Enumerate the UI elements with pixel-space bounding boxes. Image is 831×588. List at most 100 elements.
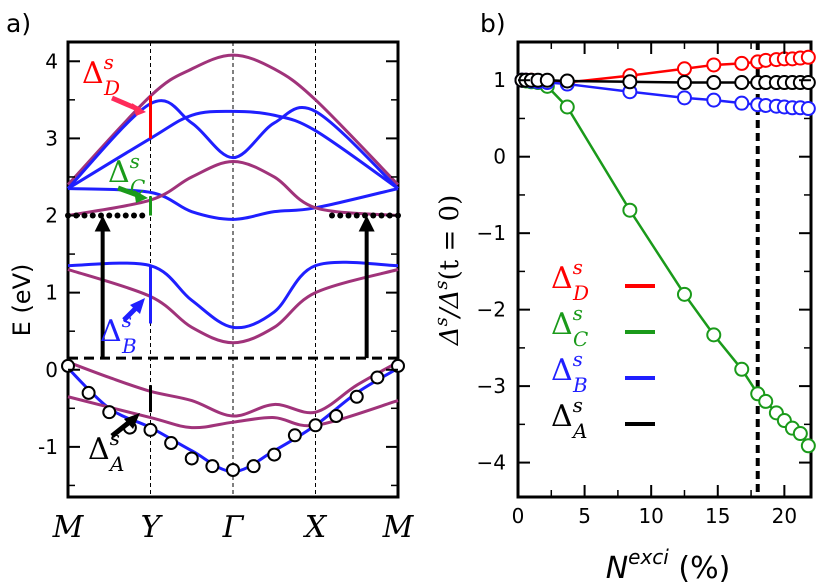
series-point-2 [800, 101, 816, 117]
legend-a-symbol: Δ [551, 399, 573, 434]
legend-d-sup: s [573, 255, 583, 279]
legend-b-sub: B [572, 373, 588, 397]
panel-b-label: b) [480, 9, 506, 38]
ytick-label: -1 [38, 435, 58, 459]
band-valence_purple_1 [67, 360, 399, 418]
series-point-2 [706, 92, 722, 108]
kpath-label-1: Y [141, 510, 164, 545]
conduction-dot [106, 212, 113, 219]
band-conduction_blue_mid [67, 260, 399, 330]
xlabel-b-n: N [606, 551, 628, 586]
delta-a-sup: s [110, 426, 120, 450]
conduction-dot [122, 212, 129, 219]
series-point-3 [622, 74, 638, 90]
xtick-label: 15 [705, 504, 730, 528]
legend-item-d: Δs D [551, 255, 655, 305]
kpath-label-0: M [52, 510, 85, 545]
series-point-0 [676, 61, 692, 77]
legend-item-b: Δs B [551, 347, 655, 397]
kpath-label-2: Γ [222, 510, 245, 545]
panel-b-ticks: 0 5 10 15 20 −4 −3 −2 −1 0 1 [477, 42, 811, 528]
ytick-label: 0 [493, 145, 506, 169]
gap-ratio-panel: 0 5 10 15 20−4−3−2−101 Δs D Δs C Δs B [431, 40, 816, 586]
panel-a-ticks: -1 0 1 2 3 4 M Y Γ X M [38, 49, 415, 545]
excitation-arrows [94, 215, 375, 359]
conduction-dot [378, 212, 385, 219]
conduction-dot [114, 212, 121, 219]
legend-d-sub: D [572, 281, 589, 305]
svg-text:ΔsD: Δs D [82, 50, 120, 100]
conduction-dot [131, 212, 137, 219]
valence-circle [184, 451, 199, 466]
delta-b-sub: B [121, 334, 137, 358]
series-point-0 [800, 49, 816, 65]
valence-circle [246, 459, 261, 474]
svg-text:ΔsA: Δs A [551, 393, 587, 443]
ytick-label: −2 [477, 298, 506, 322]
xlabel-b-unit: (%) [669, 551, 730, 586]
svg-text:ΔsC: Δs C [551, 301, 588, 351]
ytick-label: −3 [477, 374, 506, 398]
legend: Δs D Δs C Δs B Δs A [551, 255, 655, 443]
series-point-3 [539, 72, 555, 88]
panel-b-series [514, 49, 816, 454]
series-point-0 [734, 55, 750, 71]
conduction-dot [89, 212, 96, 219]
conduction-dot [337, 212, 344, 219]
conduction-dot [370, 212, 377, 219]
delta-b-symbol: Δ [100, 314, 122, 349]
series-point-3 [706, 75, 722, 91]
kpath-label-3: X [303, 510, 328, 545]
series-point-3 [734, 75, 750, 91]
annotation-delta-d: Δs D [82, 50, 146, 116]
panel-b-ylabel: Δs/Δs(t = 0) [431, 195, 465, 346]
series-point-1 [676, 286, 692, 302]
ylabel-b-slash: / [435, 306, 465, 320]
ytick-label: 3 [45, 126, 58, 150]
series-point-2 [734, 95, 750, 111]
valence-circle [164, 436, 179, 451]
ytick-label: −1 [477, 221, 506, 245]
series-point-1 [559, 99, 575, 115]
band-lines [66, 53, 400, 474]
kpath-label-4: M [382, 510, 415, 545]
legend-c-sub: C [573, 327, 588, 351]
excitation-arrow-head-1 [358, 215, 375, 232]
conduction-dot [81, 212, 88, 219]
ytick-label: 1 [493, 68, 506, 92]
valence-circle [81, 385, 96, 400]
series-point-1 [734, 361, 750, 377]
svg-text:ΔsB: Δs B [551, 347, 588, 397]
ylabel-b-delta: Δ [435, 326, 465, 346]
ylabel-b-arg: (t = 0) [435, 195, 465, 281]
annotation-delta-c: Δs C [108, 149, 148, 203]
series-point-2 [676, 90, 692, 106]
delta-c-symbol: Δ [108, 155, 130, 190]
conduction-dot [139, 212, 146, 219]
legend-a-sup: s [573, 393, 583, 417]
delta-c-sup: s [130, 149, 140, 173]
band-conduction_purple_mid [67, 268, 399, 345]
ytick-label: 1 [45, 281, 58, 305]
ytick-label: 4 [45, 49, 58, 73]
svg-text:ΔsD: Δs D [551, 255, 589, 305]
panel-a-ylabel: E (eV) [8, 264, 36, 337]
valence-circle [226, 463, 240, 478]
xlabel-b-sup: exci [628, 545, 669, 569]
conduction-dot [353, 212, 360, 219]
xtick-label: 0 [512, 504, 525, 528]
delta-d-sup: s [104, 50, 114, 74]
legend-item-a: Δs A [551, 393, 655, 443]
legend-a-sub: A [571, 419, 587, 443]
legend-c-sup: s [573, 301, 583, 325]
ytick-label: 0 [45, 358, 58, 382]
valence-circle [205, 459, 220, 474]
ytick-label: 2 [45, 204, 58, 228]
delta-d-sub: D [103, 76, 120, 100]
delta-a-symbol: Δ [88, 432, 110, 467]
series-point-3 [800, 75, 816, 91]
valence-circle [329, 409, 344, 424]
series-point-0 [706, 57, 722, 73]
